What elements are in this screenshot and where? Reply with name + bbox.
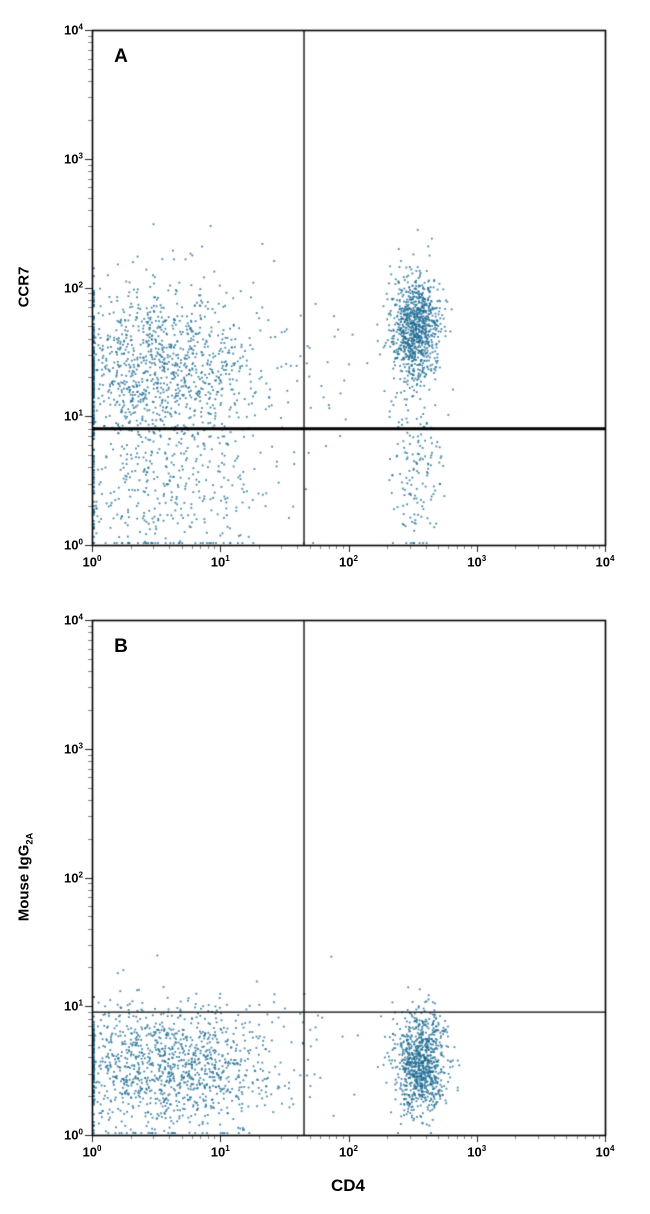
y-axis-label-igg-text: Mouse IgG — [15, 844, 33, 922]
panel-letter-b: B — [114, 636, 128, 657]
y-axis-label-igg-sub: 2A — [24, 832, 35, 845]
y-axis-label-ccr7-text: CCR7 — [15, 266, 33, 308]
panel-letter-a: A — [114, 46, 128, 67]
x-axis-label-cd4: CD4 — [330, 1176, 366, 1195]
y-axis-label-mouse-igg2a: Mouse IgG2A — [16, 833, 35, 922]
y-axis-label-ccr7: CCR7 — [16, 267, 35, 308]
